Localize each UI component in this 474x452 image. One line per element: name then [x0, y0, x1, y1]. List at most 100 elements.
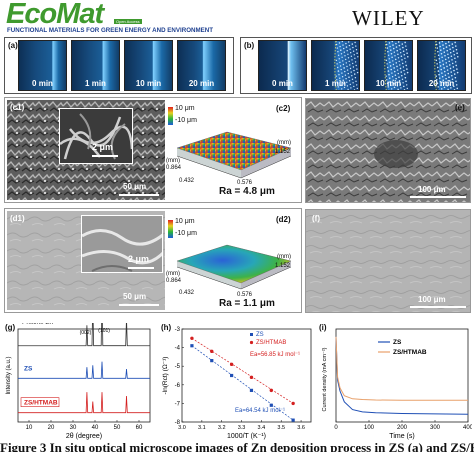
panel-b-tile-3: 10 min: [364, 40, 413, 91]
panel-g-xrd-chart: (g) Pristine ZnZSZS/HTMAB(002)(101)10203…: [4, 323, 156, 441]
d2-axis-unit: (mm): [277, 254, 291, 260]
panel-c1-scale-bar: [119, 194, 159, 196]
h-point: [230, 363, 233, 366]
tile-time-label: 20 min: [418, 79, 465, 88]
g-xtick-label: 10: [26, 425, 33, 431]
panel-d1-inset: 2 μm: [81, 215, 163, 273]
panel-c1-inset: 2 μm: [59, 108, 133, 164]
h-legend-marker: [250, 341, 253, 344]
inset-scale-bar: [92, 155, 118, 157]
tile-time-label: 0 min: [19, 79, 66, 88]
g-xlabel: 2θ (degree): [66, 433, 102, 440]
g-series-name: Pristine Zn: [22, 323, 53, 326]
tile-time-label: 10 min: [365, 79, 412, 88]
panel-h-arrhenius-chart: (h) -3 -4 -5 -6 -7 -8 3.0 3.1 3.2 3.3 3.4 3.5 3.6 ZS Z…: [160, 323, 315, 441]
publisher-logo: WILEY: [352, 6, 425, 31]
tile-time-label: 1 min: [312, 79, 359, 88]
h-legend-label: ZS: [256, 332, 264, 338]
panel-d1-label: (d1): [10, 214, 25, 223]
i-xlabel: Time (s): [389, 433, 414, 440]
panel-e-scale-bar: [410, 196, 466, 198]
g-peak-label: (002): [80, 330, 92, 336]
h-point: [270, 404, 273, 407]
g-xtick-label: 20: [48, 425, 55, 431]
open-access-badge: Open Access: [114, 19, 142, 24]
g-xtick-label: 50: [114, 425, 121, 431]
d2-axis-num-3: 0.432: [179, 290, 194, 296]
h-point: [292, 419, 295, 422]
panel-e-label: (e): [455, 103, 465, 112]
h-ytick-label: -3: [175, 327, 181, 333]
panel-f-scale-text: 100 μm: [418, 295, 446, 304]
panel-h-label: (h): [161, 323, 171, 332]
panel-d1-scale-bar: [119, 304, 159, 306]
h-xtick-label: 3.1: [198, 425, 206, 431]
panel-c2-3d-profile: (c2) 10 μm -10 μm (mm) 1.152 (mm) 0.864 …: [165, 98, 302, 202]
panel-a-tile-2: 1 min: [71, 40, 120, 91]
panel-e-scale-text: 100 μm: [418, 185, 446, 194]
g-ylabel: Intensity (a.u.): [6, 356, 12, 394]
xrd-plot: Pristine Zn ZS ZS/HTMAB (002) (101) 10 20 30 40 5…: [4, 323, 156, 441]
panel-f-scale-bar: [410, 306, 466, 308]
h-ytick-label: -6: [175, 383, 181, 389]
journal-header: EcoMat Open Access FUNCTIONAL MATERIALS …: [0, 0, 474, 36]
d2-axis-unit-left: (mm): [166, 271, 180, 277]
panel-c1-label: (c1): [10, 103, 24, 112]
i-ylabel: Current density (mA cm⁻²): [322, 347, 328, 411]
c2-axis-num-3: 0.432: [179, 178, 194, 184]
g-series-name: ZS: [24, 365, 33, 372]
panel-d2-3d-profile: (d2) 10 μm -10 μm (mm) 1.152 (mm) 0.864 …: [165, 209, 302, 313]
figure-caption: Figure 3 In situ optical microscope imag…: [0, 441, 474, 452]
panel-b-tile-1: 0 min: [258, 40, 307, 91]
inset-scale-text: 2 μm: [92, 142, 113, 152]
h-ytick-label: -7: [175, 401, 181, 407]
g-xtick-label: 40: [92, 425, 99, 431]
h-xtick-label: 3.5: [277, 425, 285, 431]
panel-a-tile-4: 20 min: [177, 40, 226, 91]
panel-b-tile-4: 20 min: [417, 40, 466, 91]
h-ytick-label: -5: [175, 364, 181, 370]
panel-b-tile-2: 1 min: [311, 40, 360, 91]
g-series-line: [18, 362, 150, 379]
current-time-plot: ZS ZS/HTMAB 0 100 200 300 400 Time (s) Current d…: [318, 323, 472, 441]
h-xtick-label: 3.3: [238, 425, 246, 431]
h-fit-line: [192, 338, 293, 403]
c2-ra-value: Ra = 4.8 μm: [219, 186, 275, 197]
h-legend-label: ZS/HTMAB: [256, 340, 286, 346]
i-series-line: [336, 337, 468, 401]
i-xtick-label: 200: [397, 425, 408, 431]
i-xtick-label: 100: [364, 425, 375, 431]
h-annotation: Ea=64.54 kJ mol⁻¹: [235, 408, 285, 414]
h-xtick-label: 3.4: [258, 425, 266, 431]
panel-b-label: (b): [244, 41, 254, 50]
panel-a-tile-3: 10 min: [124, 40, 173, 91]
i-frame: [336, 329, 468, 422]
d2-axis-num-1: 1.152: [275, 263, 290, 269]
panel-i-label: (i): [319, 323, 327, 332]
panel-c1-sem-image: (c1) 2 μm 50 μm: [7, 100, 165, 200]
d1-inset-scale-bar: [128, 267, 154, 269]
panel-i-current-chart: (i) ZS ZS/HTMAB 0 100 200 300 400 Time (s) Curre…: [318, 323, 472, 441]
h-point: [270, 389, 273, 392]
panel-d1-scale-text: 50 μm: [123, 292, 146, 301]
g-xtick-label: 60: [136, 425, 143, 431]
h-xtick-label: 3.6: [297, 425, 305, 431]
h-point: [190, 344, 193, 347]
panel-e-texture: [306, 99, 471, 203]
c2-axis-num-1: 1.152: [275, 149, 290, 155]
tile-time-label: 0 min: [259, 79, 306, 88]
h-point: [210, 350, 213, 353]
h-point: [230, 374, 233, 377]
h-point: [190, 337, 193, 340]
h-point: [291, 402, 294, 405]
h-xlabel: 1000/T (K⁻¹): [227, 433, 266, 440]
h-annotation: Ea=56.85 kJ mol⁻¹: [250, 352, 300, 358]
g-frame: [18, 329, 150, 422]
d1-inset-texture: [82, 216, 163, 273]
i-xtick-label: 0: [334, 425, 338, 431]
c2-axis-unit: (mm): [277, 140, 291, 146]
h-point: [250, 389, 253, 392]
g-xtick-label: 30: [70, 425, 77, 431]
panel-f-texture: [306, 210, 471, 313]
journal-tagline: FUNCTIONAL MATERIALS FOR GREEN ENERGY AN…: [7, 27, 213, 34]
